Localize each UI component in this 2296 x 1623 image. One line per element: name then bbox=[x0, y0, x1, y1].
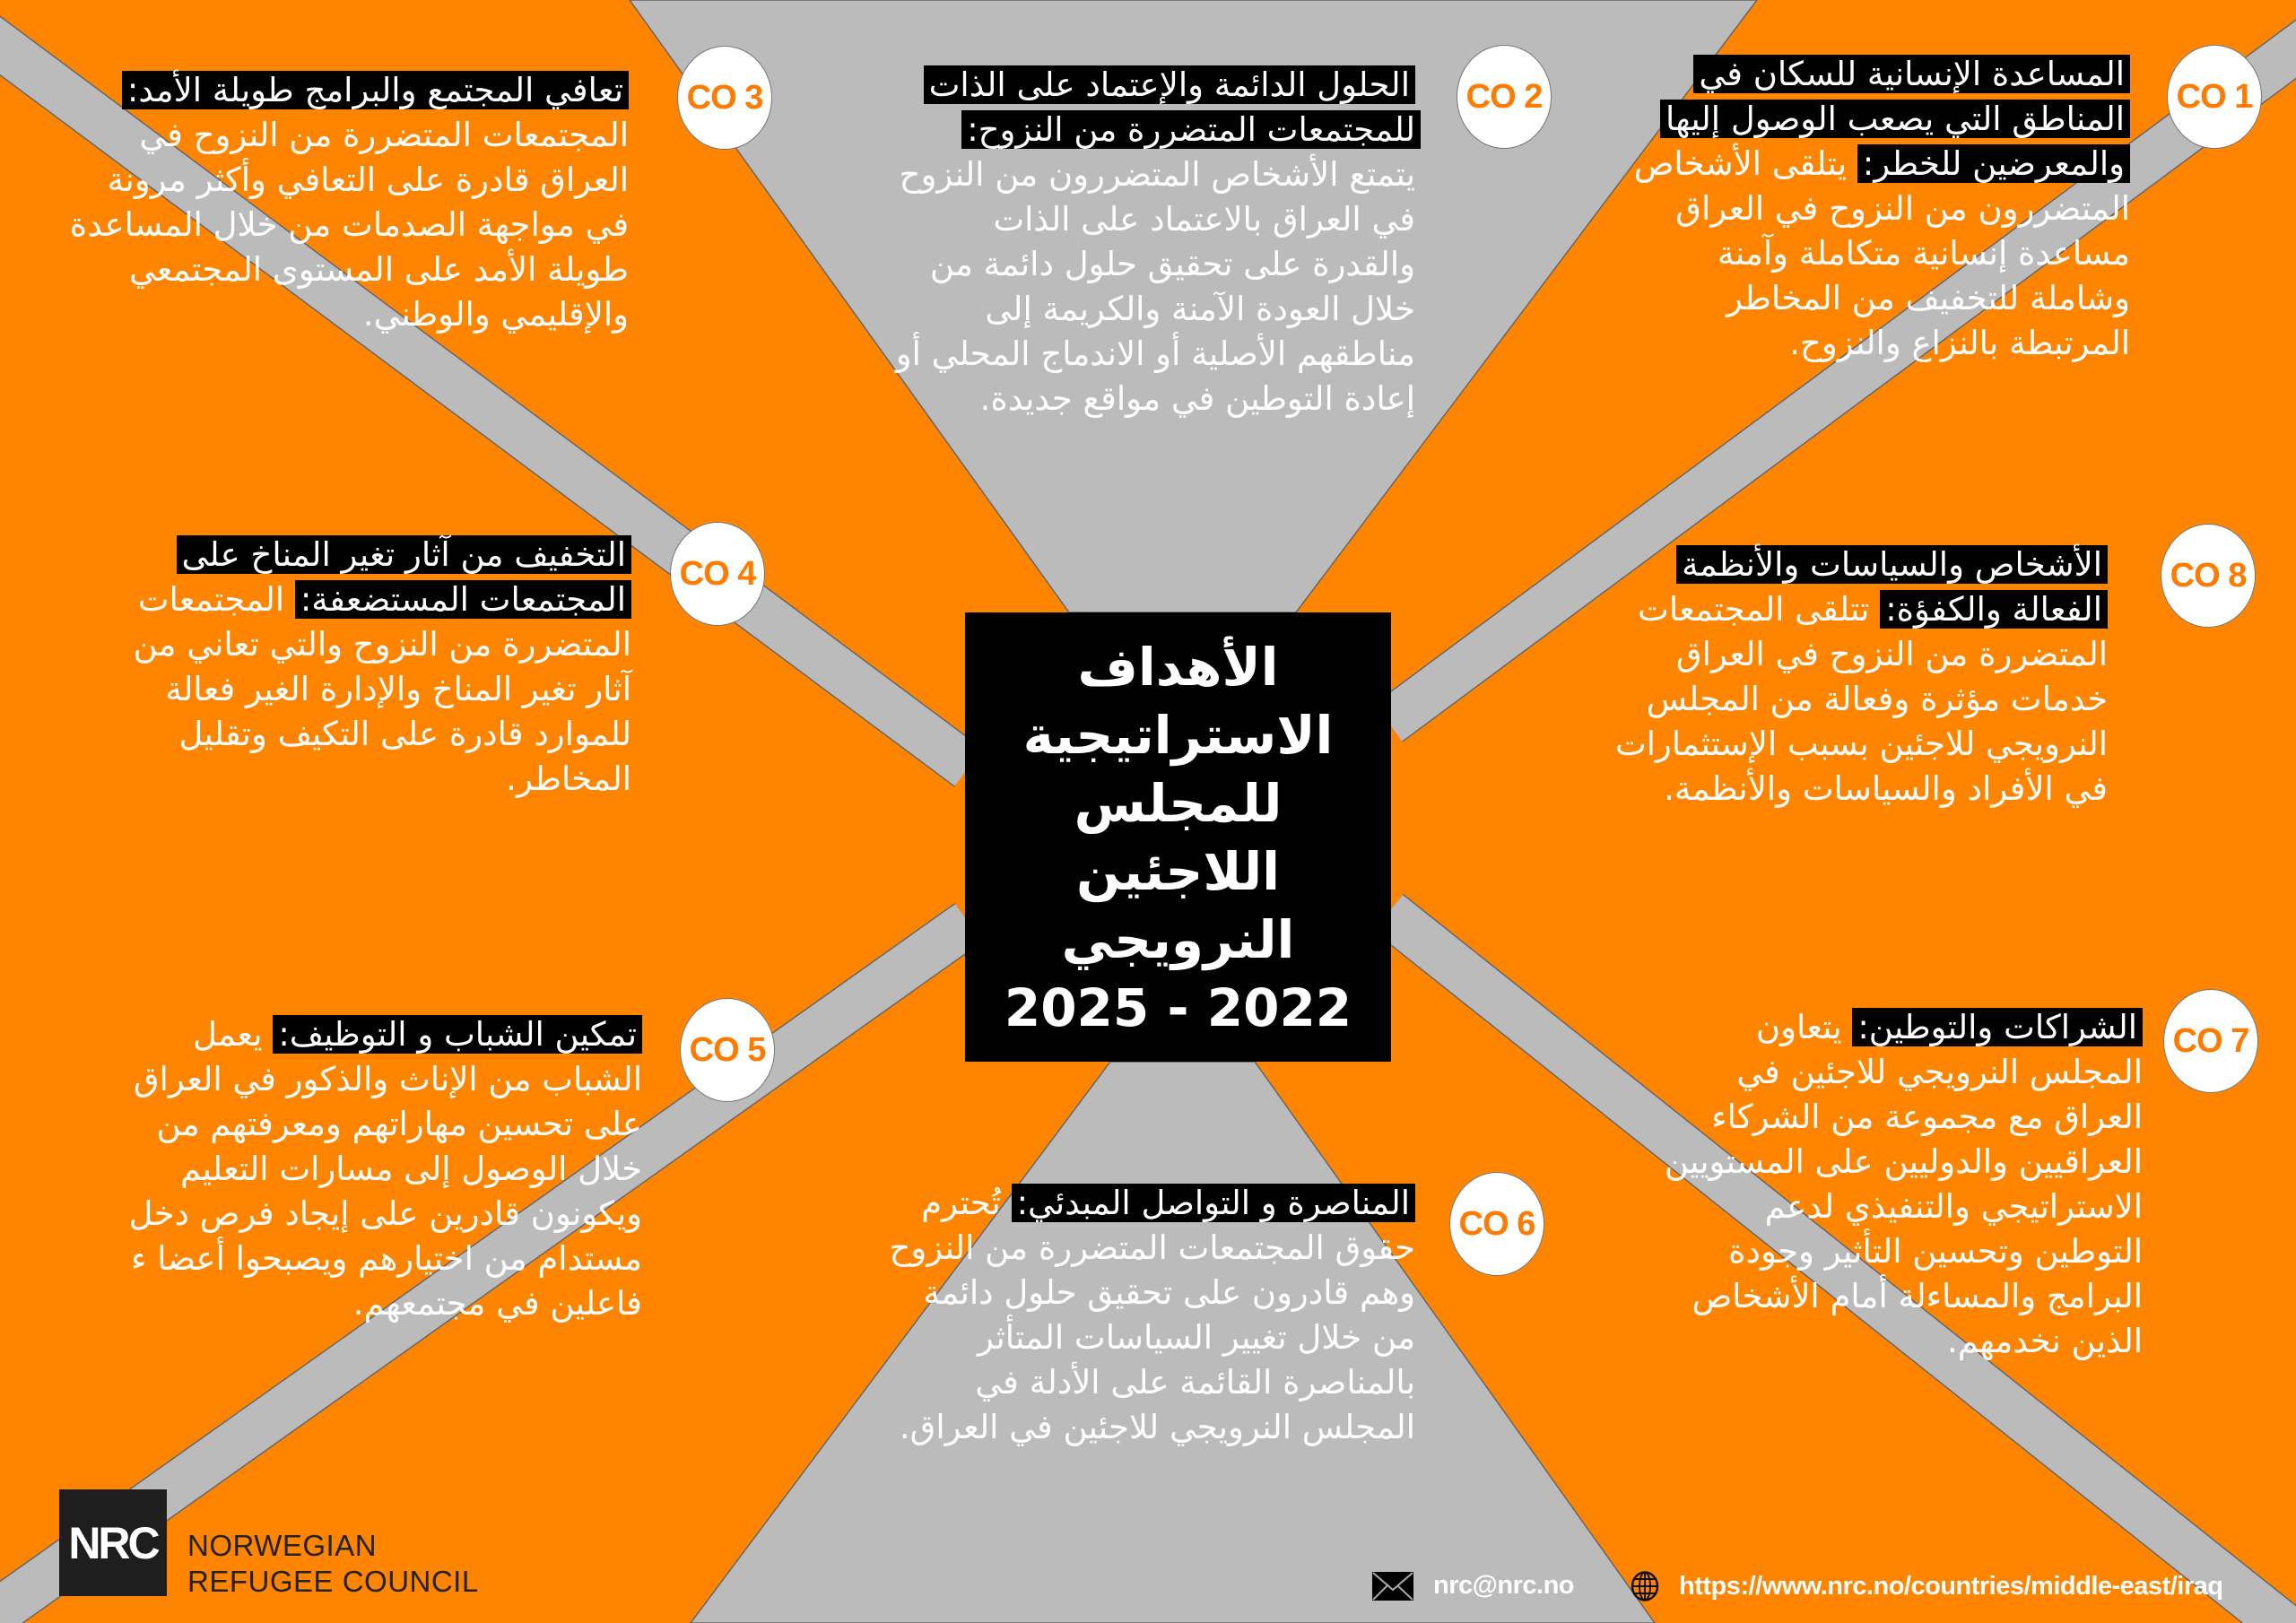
globe-icon bbox=[1631, 1571, 1659, 1601]
co1-body: يتلقى الأشخاص المتضررون من النزوح في الع… bbox=[1633, 144, 2130, 362]
org-name-line1: NORWEGIAN bbox=[187, 1529, 378, 1562]
co1-label: CO 1 bbox=[2176, 77, 2254, 116]
co7-badge: CO 7 bbox=[2163, 989, 2258, 1093]
co4-label: CO 4 bbox=[679, 554, 757, 593]
nrc-logo: NRC bbox=[59, 1489, 167, 1596]
co6-label: CO 6 bbox=[1458, 1204, 1536, 1243]
title-box: الأهداف الاستراتيجية للمجلس اللاجئين الن… bbox=[965, 612, 1391, 1062]
co3-text: تعافي المجتمع والبرامج طويلة الأمد: المج… bbox=[59, 68, 629, 337]
co6-text: المناصرة و التواصل المبدئي: تُحترم حقوق … bbox=[872, 1181, 1415, 1450]
co5-body: يعمل الشباب من الإناث والذكور في العراق … bbox=[128, 1015, 642, 1323]
co4-badge: CO 4 bbox=[670, 522, 765, 626]
co1-heading: المساعدة الإنسانية للسكان في المناطق الت… bbox=[1660, 55, 2130, 183]
title-years: 2025 - 2022 bbox=[1004, 976, 1352, 1038]
co1-badge: CO 1 bbox=[2167, 45, 2262, 149]
co2-badge: CO 2 bbox=[1457, 45, 1552, 149]
co7-body: يتعاون المجلس النرويجي للاجئين في العراق… bbox=[1664, 1008, 2143, 1360]
co5-heading: تمكين الشباب و التوظيف: bbox=[273, 1015, 642, 1054]
co1-text: المساعدة الإنسانية للسكان في المناطق الت… bbox=[1614, 52, 2130, 366]
co4-body: المجتمعات المتضررة من النزوح والتي تعاني… bbox=[133, 580, 631, 798]
nrc-logo-text: NRC bbox=[68, 1517, 160, 1568]
org-name-line2: REFUGEE COUNCIL bbox=[187, 1565, 479, 1598]
co2-label: CO 2 bbox=[1465, 77, 1544, 116]
co2-text: الحلول الدائمة والإعتماد على الذات للمجت… bbox=[883, 63, 1421, 421]
page-title: الأهداف الاستراتيجية للمجلس اللاجئين الن… bbox=[1022, 636, 1334, 970]
co8-text: الأشخاص والسياسات والأنظمة الفعالة والكف… bbox=[1614, 542, 2108, 812]
co3-badge: CO 3 bbox=[677, 46, 772, 150]
co3-heading: تعافي المجتمع والبرامج طويلة الأمد: bbox=[121, 71, 629, 109]
website-link[interactable]: https://www.nrc.no/countries/middle-east… bbox=[1679, 1571, 2223, 1601]
co7-label: CO 7 bbox=[2172, 1021, 2250, 1060]
co5-text: تمكين الشباب و التوظيف: يعمل الشباب من ا… bbox=[99, 1012, 642, 1326]
organization-name: NORWEGIAN REFUGEE COUNCIL bbox=[187, 1528, 479, 1600]
website-contact[interactable]: https://www.nrc.no/countries/middle-east… bbox=[1631, 1571, 2223, 1601]
co7-heading: الشراكات والتوطين: bbox=[1852, 1008, 2143, 1046]
co3-body: المجتمعات المتضررة من النزوح في العراق ق… bbox=[69, 116, 629, 334]
co7-text: الشراكات والتوطين: يتعاون المجلس النرويج… bbox=[1648, 1005, 2143, 1364]
co3-label: CO 3 bbox=[686, 78, 764, 117]
co8-label: CO 8 bbox=[2170, 556, 2248, 595]
co8-body: تتلقى المجتمعات المتضررة من النزوح في ال… bbox=[1614, 590, 2108, 808]
co2-heading: الحلول الدائمة والإعتماد على الذات للمجت… bbox=[923, 65, 1421, 149]
email-link[interactable]: nrc@nrc.no bbox=[1433, 1571, 1575, 1600]
bottom-wedge bbox=[690, 1061, 1656, 1623]
co8-badge: CO 8 bbox=[2161, 524, 2256, 628]
co4-text: التخفيف من آثار تغير المناخ على المجتمعا… bbox=[100, 533, 631, 802]
email-contact[interactable]: nrc@nrc.no bbox=[1372, 1571, 1575, 1601]
co2-body: يتمتع الأشخاص المتضررون من النزوح في الع… bbox=[895, 155, 1415, 418]
co6-body: تُحترم حقوق المجتمعات المتضررة من النزوح… bbox=[889, 1184, 1415, 1446]
envelope-icon bbox=[1372, 1571, 1413, 1601]
co5-badge: CO 5 bbox=[680, 998, 775, 1102]
co6-heading: المناصرة و التواصل المبدئي: bbox=[1011, 1184, 1415, 1222]
co6-badge: CO 6 bbox=[1449, 1172, 1544, 1276]
co5-label: CO 5 bbox=[689, 1030, 767, 1069]
